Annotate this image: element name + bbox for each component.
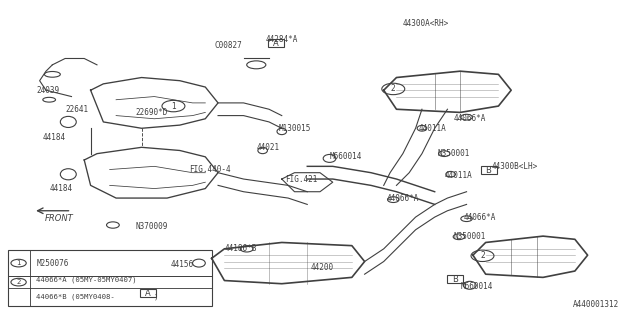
Text: 44200: 44200 bbox=[310, 263, 333, 272]
Text: 2: 2 bbox=[391, 84, 396, 93]
Text: 44021: 44021 bbox=[256, 143, 280, 152]
Text: N350001: N350001 bbox=[438, 149, 470, 158]
Text: M660014: M660014 bbox=[460, 282, 493, 292]
Text: 2: 2 bbox=[480, 251, 485, 260]
Text: 44156: 44156 bbox=[170, 260, 193, 269]
Text: A440001312: A440001312 bbox=[573, 300, 620, 309]
Text: 1: 1 bbox=[171, 101, 176, 111]
Text: 22690*D: 22690*D bbox=[135, 108, 168, 117]
Text: 2: 2 bbox=[17, 279, 20, 285]
Text: FRONT: FRONT bbox=[44, 214, 73, 223]
Text: M130015: M130015 bbox=[278, 124, 311, 133]
Text: M660014: M660014 bbox=[330, 152, 362, 161]
Text: 44300A<RH>: 44300A<RH> bbox=[403, 19, 449, 28]
Text: 44066*A (05MY-05MY0407): 44066*A (05MY-05MY0407) bbox=[36, 277, 137, 283]
Text: 1: 1 bbox=[17, 260, 21, 266]
Text: A: A bbox=[145, 289, 151, 298]
Text: B: B bbox=[486, 166, 492, 175]
Text: FIG.421: FIG.421 bbox=[285, 174, 317, 184]
Text: N370009: N370009 bbox=[135, 222, 168, 231]
Text: M250076: M250076 bbox=[36, 259, 69, 268]
Text: 44066*A: 44066*A bbox=[387, 194, 419, 203]
Text: C00827: C00827 bbox=[215, 41, 243, 50]
Text: B: B bbox=[452, 275, 458, 284]
Text: 44186*B: 44186*B bbox=[225, 244, 257, 253]
Text: 44066*A: 44066*A bbox=[454, 114, 486, 123]
Text: 44284*A: 44284*A bbox=[266, 35, 298, 44]
Text: 44184: 44184 bbox=[43, 133, 66, 142]
Text: 44184: 44184 bbox=[49, 184, 72, 193]
Text: N350001: N350001 bbox=[454, 232, 486, 241]
Text: 22641: 22641 bbox=[65, 105, 88, 114]
Text: 44011A: 44011A bbox=[444, 172, 472, 180]
Text: 44066*A: 44066*A bbox=[463, 212, 496, 222]
Text: 24039: 24039 bbox=[36, 86, 60, 95]
Text: 44300B<LH>: 44300B<LH> bbox=[492, 162, 538, 171]
Text: FIG.440-4: FIG.440-4 bbox=[189, 165, 231, 174]
Text: 44066*B (05MY0408-         ): 44066*B (05MY0408- ) bbox=[36, 293, 159, 300]
Text: A: A bbox=[273, 39, 278, 48]
Text: 44011A: 44011A bbox=[419, 124, 447, 133]
